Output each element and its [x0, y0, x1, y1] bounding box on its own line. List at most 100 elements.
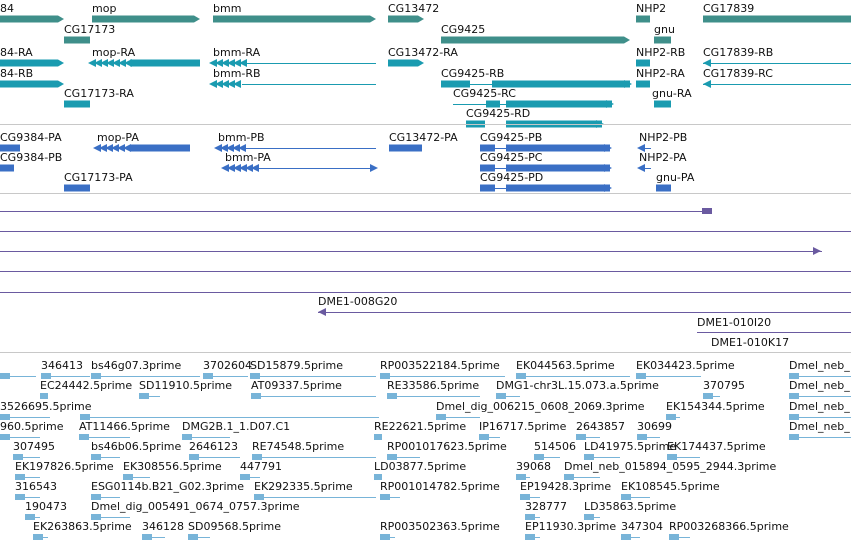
protein-label[interactable]: bmm-PB — [218, 131, 265, 144]
transcript-label[interactable]: CG9425-RD — [466, 107, 531, 120]
est-label[interactable]: 346128 — [142, 520, 184, 533]
est-glyph[interactable] — [123, 474, 133, 480]
protein-exon[interactable] — [227, 164, 235, 172]
protein-strand[interactable] — [604, 184, 612, 192]
est-glyph[interactable] — [33, 534, 43, 540]
est-glyph[interactable] — [436, 414, 446, 420]
transcript-exon[interactable] — [112, 59, 120, 67]
est-label[interactable]: RP001014782.5prime — [380, 480, 500, 493]
est-label[interactable]: RP003522184.5prime — [380, 359, 500, 372]
est-label[interactable]: RP001017623.5prime — [387, 440, 507, 453]
est-glyph[interactable] — [254, 494, 264, 500]
est-glyph[interactable] — [669, 534, 679, 540]
est-glyph[interactable] — [525, 514, 535, 520]
protein-exon[interactable] — [105, 144, 113, 152]
est-glyph[interactable] — [380, 494, 390, 500]
est-glyph[interactable] — [380, 373, 390, 379]
est-label[interactable]: LD03877.5prime — [374, 460, 467, 473]
est-glyph[interactable] — [91, 454, 101, 460]
gene-glyph[interactable] — [654, 36, 671, 44]
est-label[interactable]: RE74548.5prime — [252, 440, 345, 453]
est-label[interactable]: DMG2B.1_1.D07.C1 — [182, 420, 291, 433]
est-label[interactable]: 39068 — [516, 460, 551, 473]
est-label[interactable]: Dmel_neb_ — [789, 400, 850, 413]
clone-label[interactable]: DME1-010I20 — [697, 316, 772, 329]
transcript-strand[interactable] — [606, 100, 614, 108]
protein-exon[interactable] — [480, 144, 495, 152]
est-label[interactable]: RE33586.5prime — [387, 379, 480, 392]
transcript-strand[interactable] — [624, 80, 632, 88]
gene-label[interactable]: NHP2 — [636, 2, 667, 15]
est-glyph[interactable] — [250, 373, 260, 379]
transcript-label[interactable]: CG17839-RB — [703, 46, 774, 59]
est-label[interactable]: DMG1-chr3L.15.073.a.5prime — [496, 379, 659, 392]
transcript-label[interactable]: CG9425-RB — [441, 67, 505, 80]
protein-strand[interactable] — [637, 164, 645, 172]
est-label[interactable]: Dmel_neb_ — [789, 420, 850, 433]
transcript-exon[interactable] — [209, 80, 217, 88]
est-label[interactable]: EK263863.5prime — [33, 520, 132, 533]
est-glyph[interactable] — [15, 474, 25, 480]
protein-glyph[interactable] — [64, 184, 90, 192]
est-glyph[interactable] — [525, 534, 535, 540]
protein-exon[interactable] — [506, 144, 610, 152]
gene-label[interactable]: gnu — [654, 23, 675, 36]
protein-exon[interactable] — [232, 144, 240, 152]
transcript-exon[interactable] — [441, 80, 470, 88]
est-label[interactable]: 190473 — [25, 500, 67, 513]
transcript-exon[interactable] — [221, 80, 229, 88]
est-label[interactable]: 328777 — [525, 500, 567, 513]
protein-label[interactable]: mop-PA — [97, 131, 139, 144]
transcript-glyph[interactable] — [654, 100, 671, 108]
est-glyph[interactable] — [621, 534, 631, 540]
protein-strand[interactable] — [604, 144, 612, 152]
gene-glyph[interactable] — [636, 15, 650, 23]
transcript-label[interactable]: NHP2-RB — [636, 46, 686, 59]
transcript-exon[interactable] — [118, 59, 126, 67]
transcript-label[interactable]: CG13472-RA — [388, 46, 458, 59]
protein-label[interactable]: CG9384-PB — [0, 151, 63, 164]
protein-glyph[interactable] — [130, 144, 190, 152]
gene-glyph[interactable] — [213, 15, 376, 23]
est-glyph[interactable] — [479, 434, 489, 440]
est-glyph[interactable] — [203, 373, 213, 379]
transcript-label[interactable]: CG9425-RC — [453, 87, 516, 100]
transcript-label[interactable]: NHP2-RA — [636, 67, 685, 80]
protein-label[interactable]: CG13472-PA — [389, 131, 458, 144]
gene-glyph[interactable] — [92, 15, 200, 23]
protein-exon[interactable] — [221, 164, 229, 172]
protein-exon[interactable] — [480, 164, 495, 172]
clone-label[interactable]: DME1-008G20 — [318, 295, 398, 308]
est-glyph[interactable] — [0, 373, 10, 379]
est-label[interactable]: 347304 — [621, 520, 663, 533]
transcript-label[interactable]: mop-RA — [92, 46, 136, 59]
est-label[interactable]: LD35863.5prime — [584, 500, 677, 513]
transcript-exon[interactable] — [215, 59, 223, 67]
est-glyph[interactable] — [188, 534, 198, 540]
transcript-label[interactable]: 84-RB — [0, 67, 34, 80]
transcript-exon[interactable] — [100, 59, 108, 67]
transcript-strand[interactable] — [703, 80, 711, 88]
transcript-exon[interactable] — [227, 59, 235, 67]
protein-exon[interactable] — [123, 144, 131, 152]
est-glyph[interactable] — [666, 414, 676, 420]
est-label[interactable]: SD11910.5prime — [139, 379, 232, 392]
protein-exon[interactable] — [214, 144, 222, 152]
est-label[interactable]: 960.5prime — [0, 420, 64, 433]
protein-strand[interactable] — [604, 164, 612, 172]
est-glyph[interactable] — [564, 474, 574, 480]
est-label[interactable]: EK034423.5prime — [636, 359, 735, 372]
est-glyph[interactable] — [13, 454, 23, 460]
transcript-label[interactable]: CG17173-RA — [64, 87, 134, 100]
protein-label[interactable]: NHP2-PB — [639, 131, 688, 144]
transcript-glyph[interactable] — [64, 100, 90, 108]
est-glyph[interactable] — [240, 474, 250, 480]
gene-glyph[interactable] — [388, 15, 424, 23]
est-glyph[interactable] — [534, 454, 544, 460]
gene-label[interactable]: 84 — [0, 2, 14, 15]
protein-label[interactable]: NHP2-PA — [639, 151, 687, 164]
protein-exon[interactable] — [93, 144, 101, 152]
est-label[interactable]: EP11930.3prime — [525, 520, 617, 533]
est-glyph[interactable] — [15, 494, 25, 500]
